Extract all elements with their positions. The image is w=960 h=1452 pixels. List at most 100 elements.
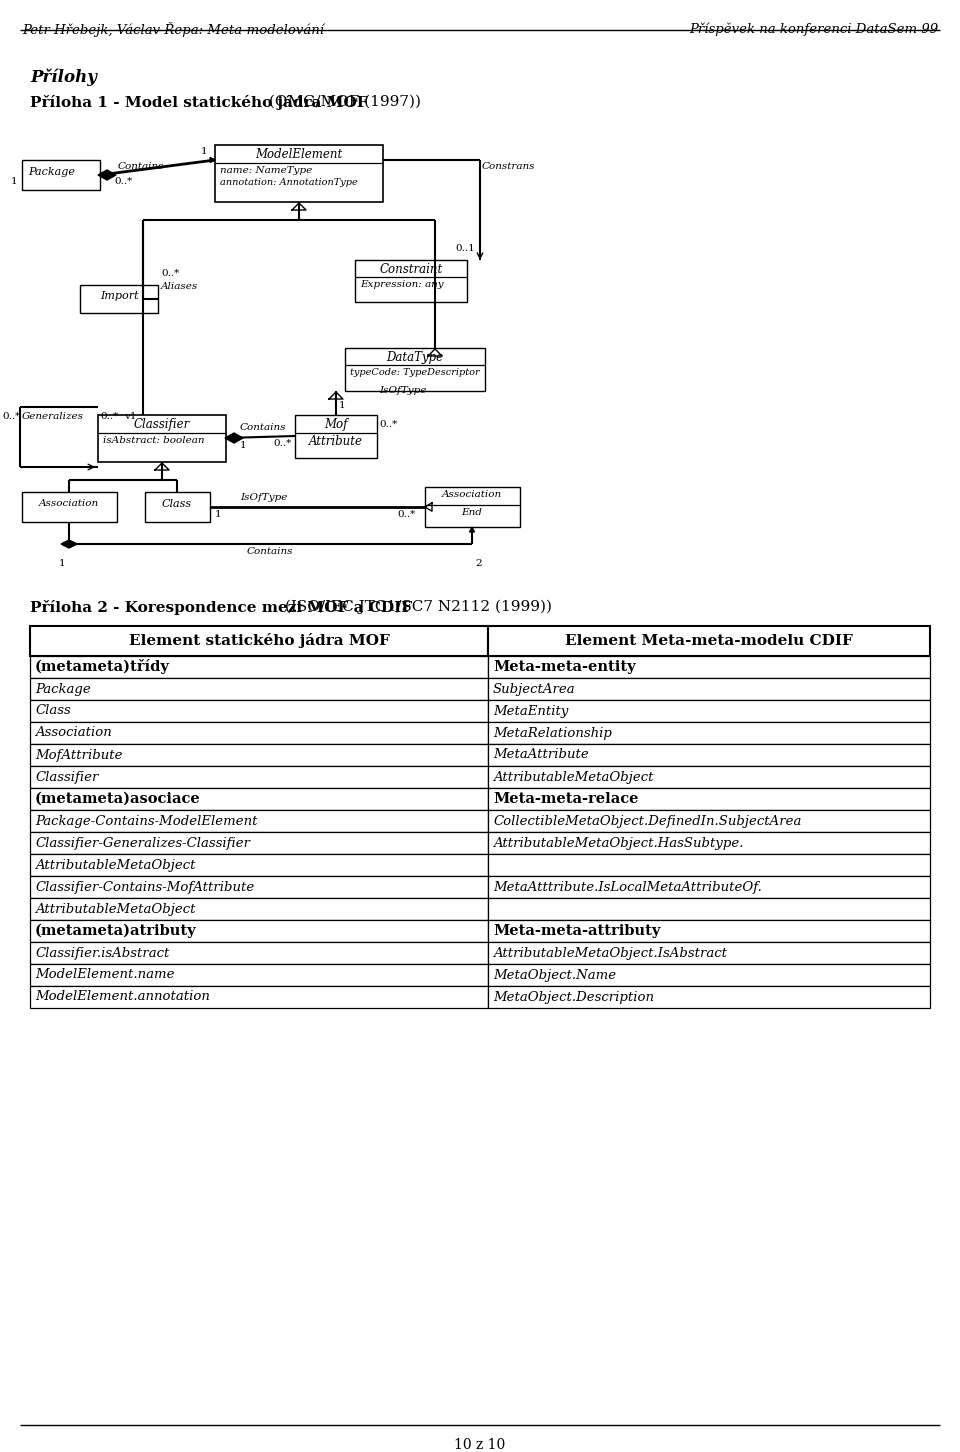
Bar: [488, 810, 930, 832]
Text: 1: 1: [240, 441, 247, 450]
Bar: [488, 788, 930, 810]
Text: 0..*: 0..*: [2, 412, 20, 421]
Bar: [488, 722, 930, 743]
Text: Petr Hřebejk, Václav Řepa: Meta-modelování: Petr Hřebejk, Václav Řepa: Meta-modelová…: [22, 22, 324, 36]
Text: isAbstract: boolean: isAbstract: boolean: [103, 436, 204, 444]
Text: Element Meta-meta-modelu CDIF: Element Meta-meta-modelu CDIF: [565, 635, 852, 648]
Bar: [488, 700, 930, 722]
Text: ModelElement: ModelElement: [255, 148, 343, 161]
Text: v1: v1: [124, 412, 136, 421]
Bar: [488, 921, 930, 942]
Text: Association: Association: [35, 726, 111, 739]
Text: Classifier-Contains-MofAttribute: Classifier-Contains-MofAttribute: [35, 880, 254, 893]
Text: Classifier-Generalizes-Classifier: Classifier-Generalizes-Classifier: [35, 836, 250, 849]
Text: (metameta)asociace: (metameta)asociace: [35, 791, 201, 806]
Polygon shape: [61, 540, 77, 547]
Text: CollectibleMetaObject.DefinedIn.SubjectArea: CollectibleMetaObject.DefinedIn.SubjectA…: [493, 815, 802, 828]
Text: MofAttribute: MofAttribute: [35, 748, 123, 761]
Text: (ISO/IEC JTC1/SC7 N2112 (1999)): (ISO/IEC JTC1/SC7 N2112 (1999)): [280, 600, 552, 614]
Text: 0..*: 0..*: [100, 412, 118, 421]
Bar: [30, 854, 488, 876]
Bar: [22, 160, 100, 190]
Text: DataType: DataType: [387, 351, 444, 364]
Text: AttributableMetaObject: AttributableMetaObject: [493, 771, 654, 784]
Text: IsOfType: IsOfType: [379, 386, 426, 395]
Text: Package: Package: [35, 682, 91, 696]
Bar: [30, 921, 488, 942]
Bar: [215, 145, 383, 202]
Text: 1: 1: [339, 401, 346, 409]
Text: Import: Import: [100, 290, 138, 301]
Bar: [30, 700, 488, 722]
Bar: [488, 854, 930, 876]
Polygon shape: [469, 527, 474, 531]
Text: MetaEntity: MetaEntity: [493, 704, 568, 717]
Text: 0..*: 0..*: [397, 510, 416, 518]
Text: ModelElement.name: ModelElement.name: [35, 968, 175, 982]
Bar: [488, 656, 930, 678]
Text: Classifier: Classifier: [133, 418, 190, 431]
Text: annotation: AnnotationType: annotation: AnnotationType: [220, 179, 358, 187]
Text: 2: 2: [475, 559, 482, 568]
Text: name: NameType: name: NameType: [220, 166, 312, 176]
Text: 1: 1: [11, 177, 17, 186]
Text: 1: 1: [215, 510, 222, 518]
Bar: [345, 348, 485, 391]
Text: 0..*: 0..*: [273, 439, 291, 449]
Bar: [30, 897, 488, 921]
Text: Attribute: Attribute: [309, 436, 363, 449]
Text: Příloha 1 - Model statického jádra MOF: Příloha 1 - Model statického jádra MOF: [30, 94, 368, 110]
Text: 1: 1: [201, 147, 207, 155]
Text: AttributableMetaObject.HasSubtype.: AttributableMetaObject.HasSubtype.: [493, 836, 743, 849]
Text: 0..*: 0..*: [379, 420, 397, 428]
Bar: [30, 964, 488, 986]
Bar: [488, 832, 930, 854]
Text: Expression: any: Expression: any: [360, 280, 444, 289]
Text: Mof: Mof: [324, 418, 348, 431]
Text: Příspěvek na konferenci DataSem 99: Příspěvek na konferenci DataSem 99: [689, 22, 938, 35]
Text: Package: Package: [28, 167, 75, 177]
Text: Constraint: Constraint: [379, 263, 443, 276]
Bar: [30, 656, 488, 678]
Bar: [30, 876, 488, 897]
Text: (metameta)atributy: (metameta)atributy: [35, 923, 197, 938]
Bar: [488, 678, 930, 700]
Polygon shape: [225, 433, 243, 443]
Bar: [22, 492, 117, 523]
Text: Příloha 2 - Korespondence mezi MOF a CDIF: Příloha 2 - Korespondence mezi MOF a CDI…: [30, 600, 412, 616]
Text: Contains: Contains: [247, 547, 293, 556]
Text: MetaAtttribute.IsLocalMetaAttributeOf.: MetaAtttribute.IsLocalMetaAttributeOf.: [493, 880, 762, 893]
Text: Contains: Contains: [118, 163, 164, 171]
Text: Generalizes: Generalizes: [22, 412, 84, 421]
Text: MetaObject.Description: MetaObject.Description: [493, 990, 654, 1003]
Bar: [30, 626, 488, 656]
Bar: [30, 678, 488, 700]
Text: AttributableMetaObject: AttributableMetaObject: [35, 903, 196, 916]
Text: Meta-meta-attributy: Meta-meta-attributy: [493, 923, 660, 938]
Text: Aliases: Aliases: [161, 282, 199, 290]
Text: typeCode: TypeDescriptor: typeCode: TypeDescriptor: [350, 367, 480, 378]
Bar: [30, 832, 488, 854]
Text: Classifier: Classifier: [35, 771, 98, 784]
Text: IsOfType: IsOfType: [240, 494, 287, 502]
Bar: [30, 986, 488, 1008]
Bar: [488, 767, 930, 788]
Text: (OMG/MOF (1997)): (OMG/MOF (1997)): [264, 94, 420, 109]
Text: AttributableMetaObject: AttributableMetaObject: [35, 858, 196, 871]
Bar: [488, 942, 930, 964]
Bar: [295, 415, 377, 457]
Text: Package-Contains-ModelElement: Package-Contains-ModelElement: [35, 815, 257, 828]
Bar: [488, 626, 930, 656]
Text: ModelElement.annotation: ModelElement.annotation: [35, 990, 210, 1003]
Text: (metameta)třídy: (metameta)třídy: [35, 659, 170, 675]
Text: Přílohy: Přílohy: [30, 68, 97, 86]
Bar: [488, 897, 930, 921]
Bar: [425, 486, 520, 527]
Bar: [30, 942, 488, 964]
Bar: [145, 492, 210, 523]
Text: 0..*: 0..*: [161, 269, 180, 277]
Text: MetaAttribute: MetaAttribute: [493, 748, 588, 761]
Bar: [30, 767, 488, 788]
Bar: [98, 415, 226, 462]
Bar: [80, 285, 158, 314]
